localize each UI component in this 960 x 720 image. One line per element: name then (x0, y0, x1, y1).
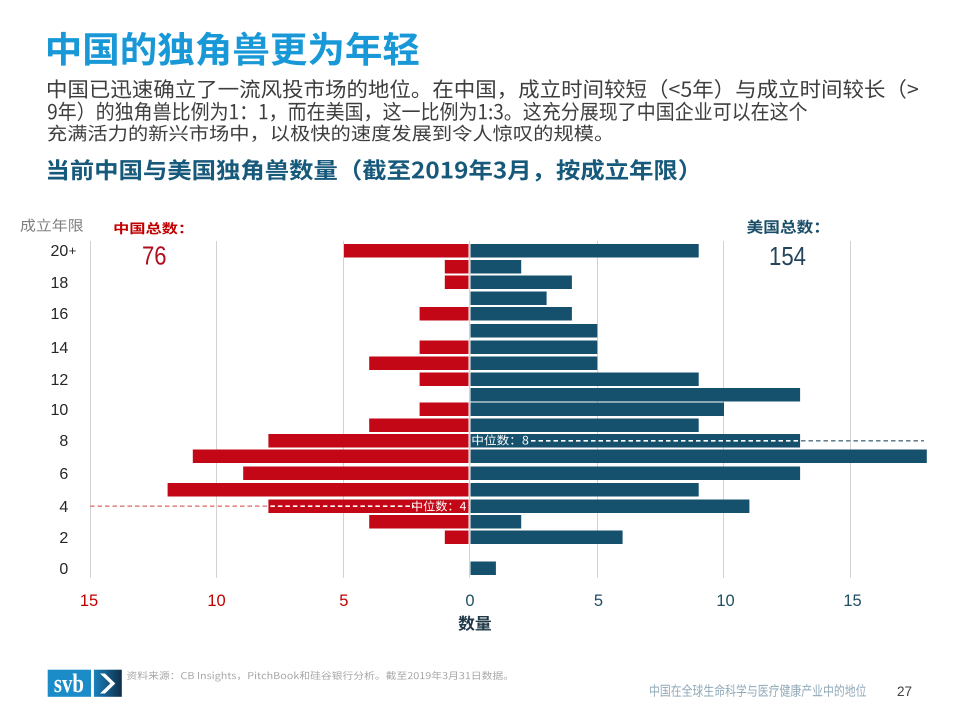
svg-text:0: 0 (59, 561, 68, 578)
svg-text:18: 18 (51, 275, 69, 292)
svg-text:4: 4 (59, 499, 68, 516)
svg-text:27: 27 (897, 684, 912, 699)
svg-text:0: 0 (465, 592, 474, 610)
svg-text:76: 76 (142, 241, 167, 271)
svg-text:15: 15 (80, 592, 98, 610)
svg-text:16: 16 (51, 306, 69, 323)
svg-text:14: 14 (51, 340, 69, 357)
svg-text:2: 2 (59, 530, 68, 547)
svg-text:10: 10 (716, 592, 734, 610)
svg-text:20: 20 (51, 243, 69, 260)
svg-text:+: + (69, 243, 77, 258)
svg-text:154: 154 (769, 243, 806, 271)
svg-text:8: 8 (59, 433, 68, 450)
svg-text:12: 12 (51, 372, 69, 389)
svg-text:10: 10 (51, 402, 69, 419)
svg-text:15: 15 (843, 592, 861, 610)
svg-text:10: 10 (207, 592, 225, 610)
svg-text:5: 5 (339, 592, 348, 610)
svg-text:svb: svb (54, 669, 84, 698)
svg-text:6: 6 (59, 466, 68, 483)
svg-text:5: 5 (594, 592, 603, 610)
